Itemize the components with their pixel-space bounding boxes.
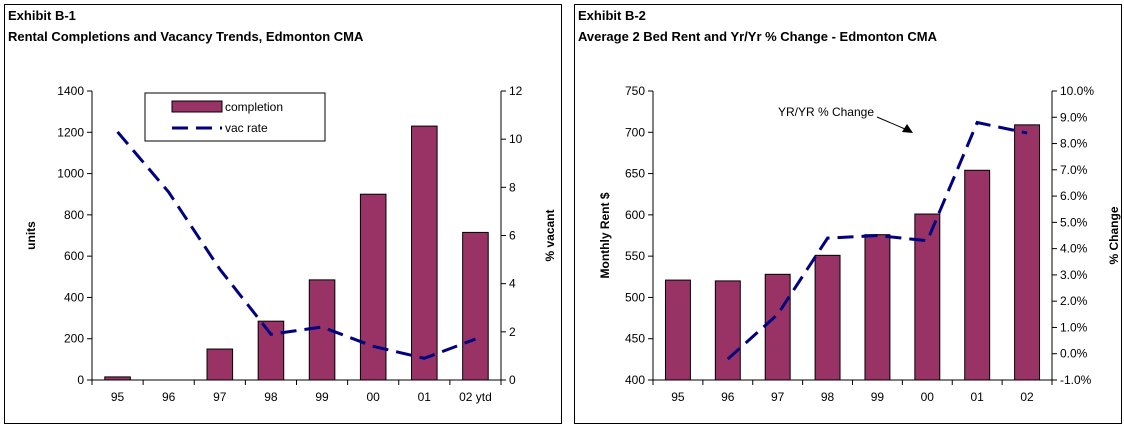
x-tick-label: 01 <box>971 390 985 404</box>
bar <box>864 234 891 381</box>
bar <box>206 348 234 381</box>
y2-tick-label: 2 <box>509 325 516 339</box>
y2-tick-label: 6.0% <box>1060 189 1088 203</box>
vac-line-series <box>726 120 1028 361</box>
y-tick-label: 500 <box>625 290 645 304</box>
y-tick-label: 750 <box>625 84 645 98</box>
legend-label: vac rate <box>225 121 268 135</box>
bar <box>411 125 438 381</box>
y-tick-label: 1400 <box>57 84 84 98</box>
y-tick-label: 400 <box>625 373 645 387</box>
annotation-arrow-head <box>902 124 913 133</box>
x-tick-label: 96 <box>162 390 176 404</box>
y2-tick-label: -1.0% <box>1060 373 1092 387</box>
x-tick-label: 02 ytd <box>459 390 492 404</box>
y-axis-title: units <box>24 221 38 250</box>
y-tick-label: 800 <box>64 208 84 222</box>
x-tick-label: 97 <box>213 390 227 404</box>
x-tick-label: 95 <box>111 390 125 404</box>
exhibit-label: Exhibit B-1 <box>8 8 76 23</box>
y-tick-label: 0 <box>77 373 84 387</box>
bar <box>764 273 791 381</box>
bar <box>1014 124 1041 381</box>
y2-tick-label: 9.0% <box>1060 110 1088 124</box>
y2-tick-label: 6 <box>509 229 516 243</box>
y-tick-label: 600 <box>625 208 645 222</box>
y-tick-label: 450 <box>625 332 645 346</box>
chart-title: Average 2 Bed Rent and Yr/Yr % Change - … <box>578 29 937 44</box>
y-tick-label: 700 <box>625 125 645 139</box>
legend-bar-swatch <box>171 100 223 113</box>
legend-label: completion <box>225 100 283 114</box>
x-tick-label: 97 <box>771 390 785 404</box>
chart-b2-svg: 400 450 500 550 600 650 700 750 -1.0% 0.0% 1.0% 2.0… <box>598 84 1121 404</box>
chart-panel-b1: Exhibit B-1 Rental Completions and Vacan… <box>4 4 562 424</box>
bar <box>462 231 489 381</box>
x-tick-label: 96 <box>721 390 735 404</box>
y2-tick-label: 4.0% <box>1060 242 1088 256</box>
y2-tick-label: 7.0% <box>1060 163 1088 177</box>
y2-tick-label: 0.0% <box>1060 347 1088 361</box>
line-annotation: YR/YR % Change <box>778 105 874 119</box>
x-tick-label: 99 <box>871 390 885 404</box>
y2-tick-label: 12 <box>509 84 523 98</box>
x-tick-label: 01 <box>418 390 432 404</box>
chart-b1-svg: 0 200 400 600 800 1000 1200 1400 0 2 4 6 8 10 12 95 96 97… <box>24 84 557 404</box>
chart-panel-b2: Exhibit B-2 Average 2 Bed Rent and Yr/Yr… <box>574 4 1122 424</box>
y2-tick-label: 2.0% <box>1060 294 1088 308</box>
x-tick-label: 95 <box>671 390 685 404</box>
y2-tick-label: 10 <box>509 132 523 146</box>
bar <box>814 254 841 381</box>
bar <box>664 279 691 381</box>
y2-tick-label: 8.0% <box>1060 137 1088 151</box>
x-tick-label: 98 <box>264 390 278 404</box>
y-tick-label: 1000 <box>57 167 84 181</box>
bar <box>359 193 387 381</box>
y2-tick-label: 4 <box>509 277 516 291</box>
y-tick-label: 400 <box>64 290 84 304</box>
y2-tick-label: 0 <box>509 373 516 387</box>
y2-axis-title: % vacant <box>543 209 557 261</box>
chart-title: Rental Completions and Vacancy Trends, E… <box>8 29 364 44</box>
bar <box>104 376 131 381</box>
x-tick-label: 00 <box>367 390 381 404</box>
bar <box>714 280 741 381</box>
x-tick-label: 00 <box>921 390 935 404</box>
y-tick-label: 200 <box>64 332 84 346</box>
x-tick-label: 99 <box>315 390 329 404</box>
y-axis-title: Monthly Rent $ <box>598 192 612 278</box>
bar <box>964 169 991 381</box>
x-tick-label: 02 <box>1020 390 1034 404</box>
x-tick-label: 98 <box>821 390 835 404</box>
bar <box>914 213 941 381</box>
y-tick-label: 1200 <box>57 125 84 139</box>
y2-tick-label: 10.0% <box>1060 84 1094 98</box>
y-tick-label: 650 <box>625 167 645 181</box>
y-tick-label: 550 <box>625 249 645 263</box>
y-tick-label: 600 <box>64 249 84 263</box>
bar <box>257 320 285 381</box>
y2-tick-label: 1.0% <box>1060 320 1088 334</box>
y2-tick-label: 5.0% <box>1060 215 1088 229</box>
y2-tick-label: 8 <box>509 180 516 194</box>
y2-axis-title: % Change <box>1107 206 1121 264</box>
exhibit-label: Exhibit B-2 <box>578 8 646 23</box>
y2-tick-label: 3.0% <box>1060 268 1088 282</box>
annotation-arrow-line <box>876 116 906 130</box>
